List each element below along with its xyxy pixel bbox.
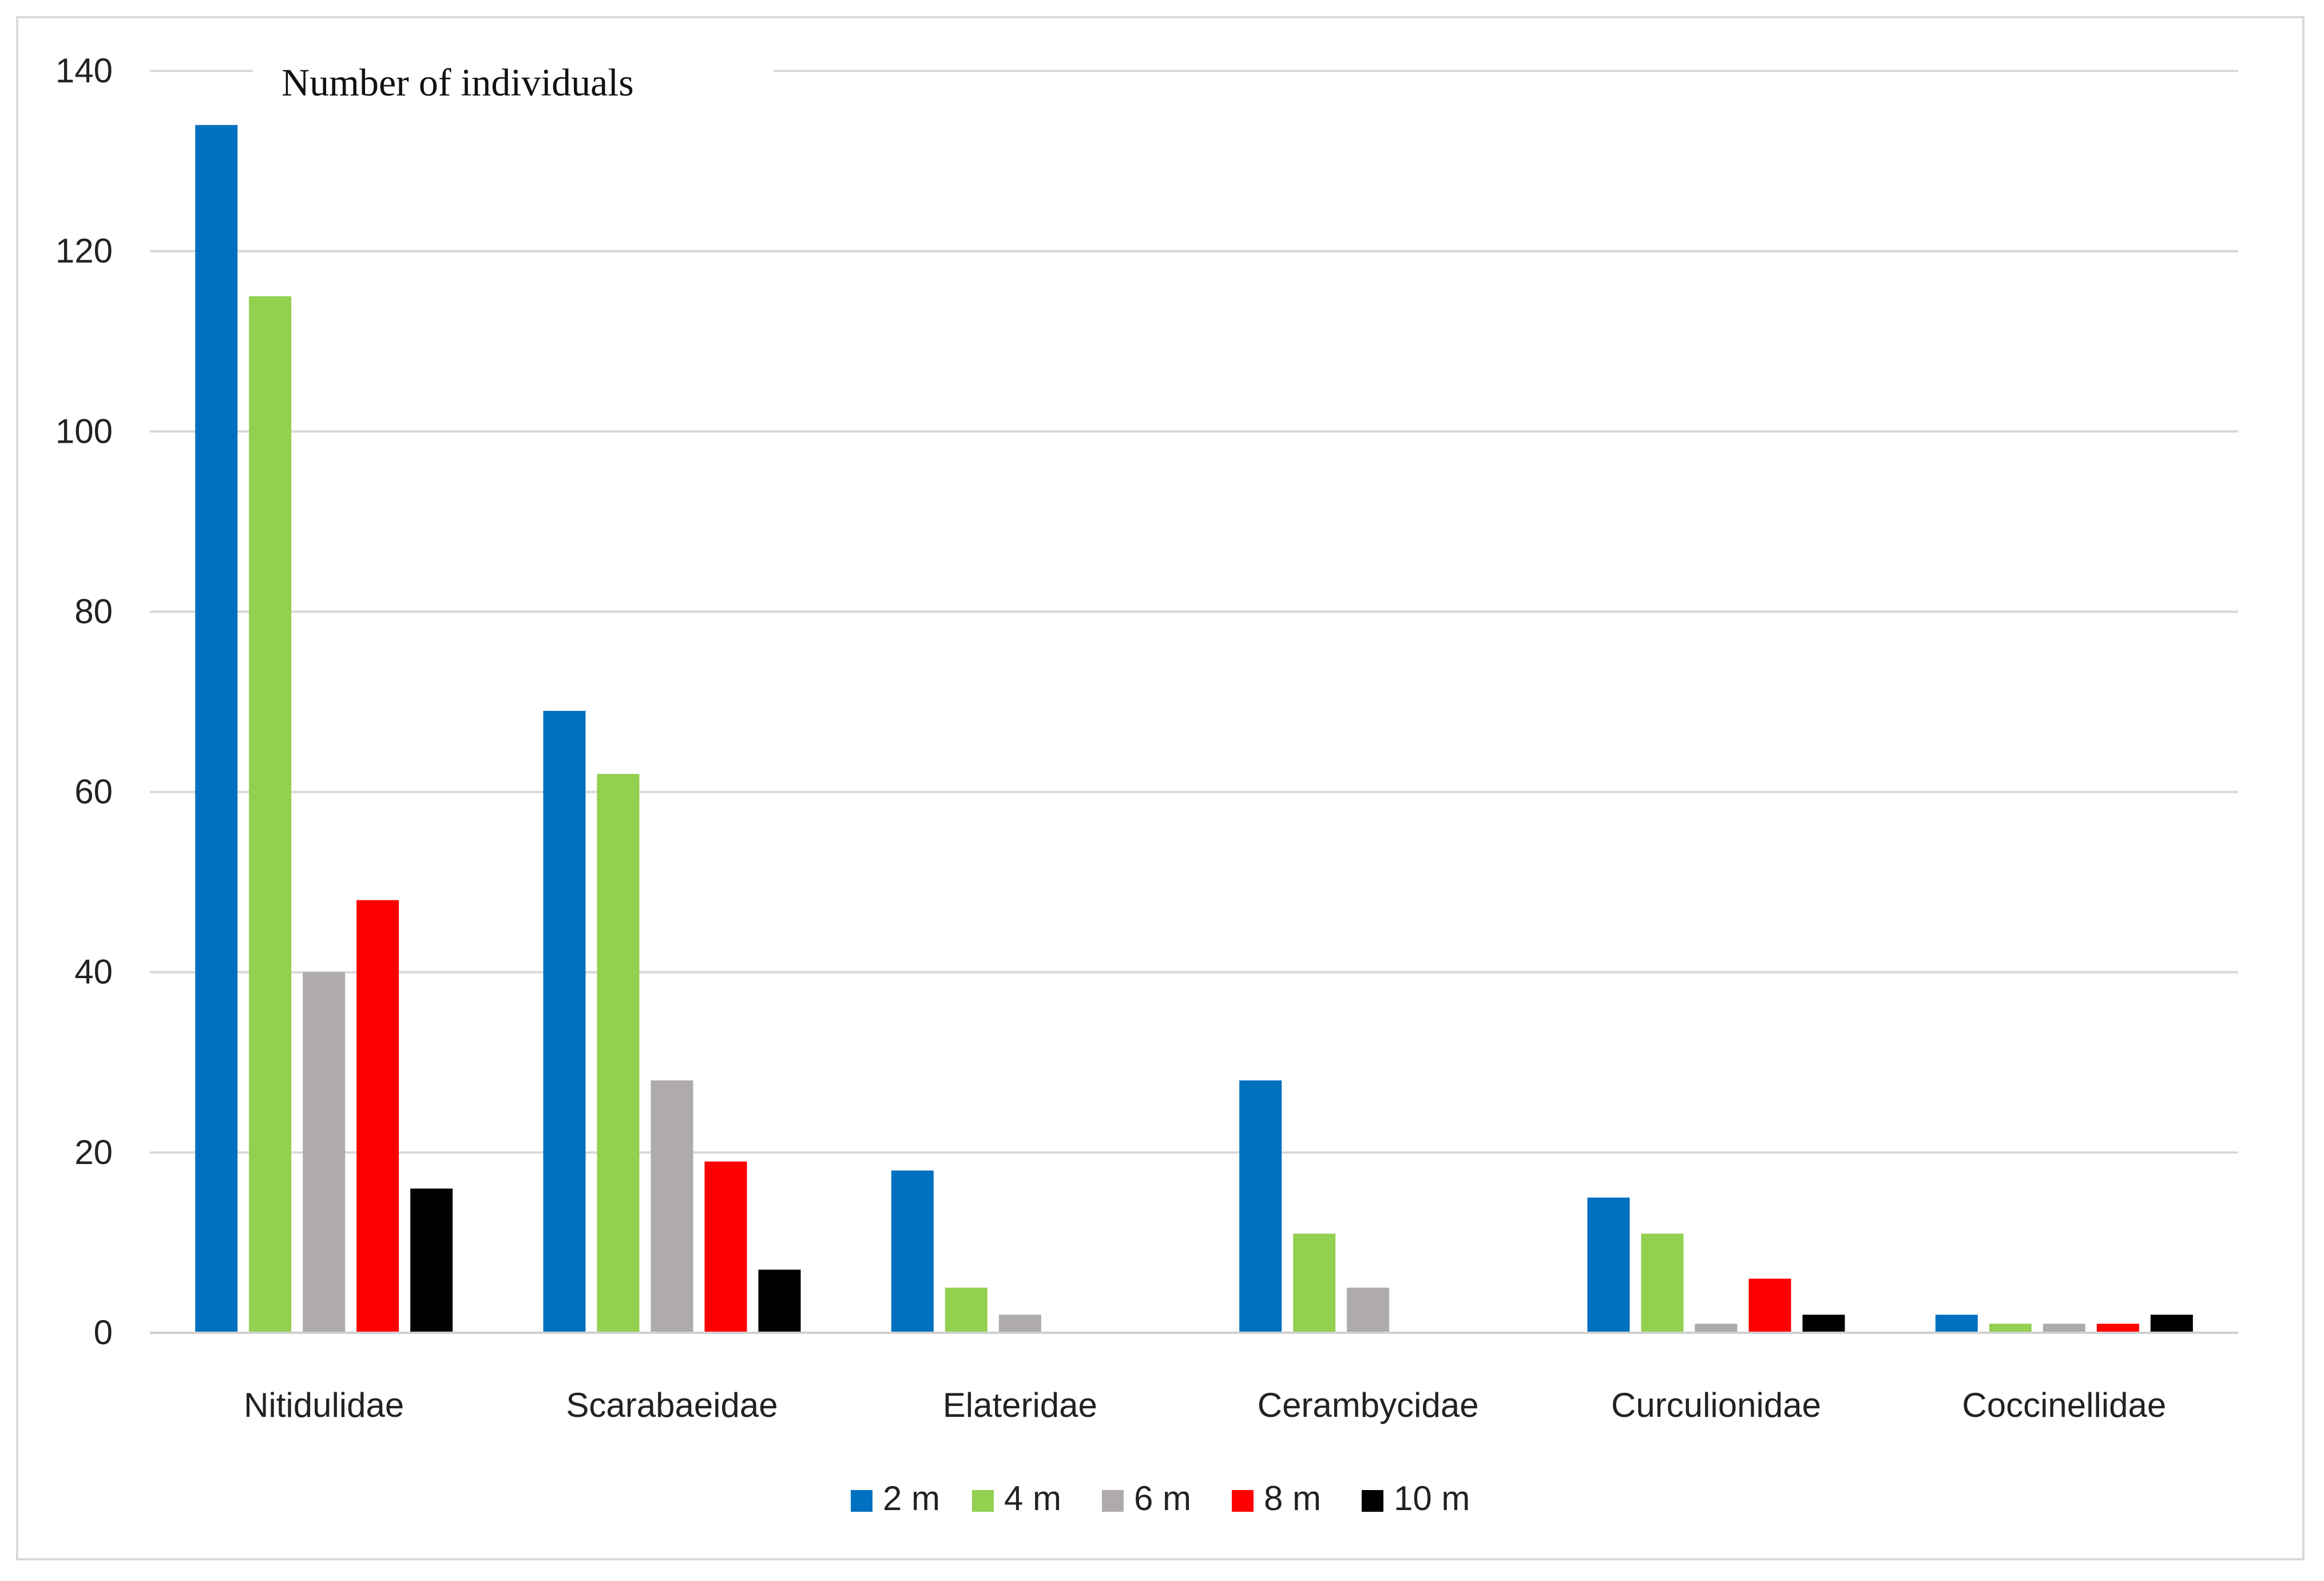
- legend-swatch: [851, 1490, 873, 1512]
- bar-8m-nitidulidae: [356, 900, 399, 1333]
- bar-6m-curculionidae: [1695, 1324, 1738, 1333]
- chart-frame: 0 20 40 60 80 100 120 140 Number of individuals…: [16, 16, 2305, 1560]
- x-category-label: Coccinellidae: [1962, 1386, 2166, 1424]
- y-tick-label: 40: [74, 953, 113, 991]
- legend-swatch: [1102, 1490, 1124, 1512]
- bar-6m-scarabaeidae: [651, 1080, 693, 1333]
- bar-4m-coccinellidae: [1989, 1324, 2032, 1333]
- x-axis-categories: Nitidulidae Scarabaeidae Elateridae Ceramby…: [244, 1386, 2166, 1424]
- y-tick-label: 0: [94, 1313, 113, 1352]
- legend-label: 6 m: [1134, 1479, 1191, 1518]
- legend-swatch: [972, 1490, 994, 1512]
- y-tick-label: 20: [74, 1133, 113, 1171]
- bar-4m-curculionidae: [1641, 1233, 1684, 1333]
- legend-swatch: [1362, 1490, 1383, 1512]
- bar-10m-nitidulidae: [410, 1188, 453, 1333]
- bar-8m-coccinellidae: [2096, 1324, 2139, 1333]
- y-axis-ticks: 0 20 40 60 80 100 120 140: [55, 51, 113, 1352]
- bar-2m-coccinellidae: [1935, 1314, 1978, 1333]
- x-category-label: Nitidulidae: [244, 1386, 404, 1424]
- bar-6m-cerambycidae: [1347, 1288, 1390, 1333]
- y-axis-title-background: [253, 53, 774, 121]
- legend-label: 10 m: [1394, 1479, 1470, 1518]
- bar-2m-curculionidae: [1587, 1197, 1630, 1333]
- legend-label: 8 m: [1264, 1479, 1321, 1518]
- legend-swatch: [1232, 1490, 1254, 1512]
- bars: [195, 125, 2193, 1333]
- bar-6m-coccinellidae: [2043, 1324, 2085, 1333]
- bar-2m-elateridae: [891, 1170, 934, 1333]
- legend: 2 m 4 m 6 m 8 m 10 m: [851, 1479, 1470, 1518]
- legend-label: 2 m: [883, 1479, 940, 1518]
- bar-8m-curculionidae: [1748, 1278, 1791, 1333]
- y-axis-title: Number of individuals: [281, 61, 634, 104]
- x-category-label: Scarabaeidae: [566, 1386, 778, 1424]
- bar-4m-elateridae: [945, 1288, 987, 1333]
- bar-6m-elateridae: [998, 1314, 1041, 1333]
- bar-2m-scarabaeidae: [543, 710, 586, 1333]
- gridlines: [150, 70, 2238, 1154]
- bar-10m-coccinellidae: [2150, 1314, 2193, 1333]
- y-tick-label: 60: [74, 773, 113, 811]
- bar-10m-scarabaeidae: [758, 1269, 801, 1333]
- bar-8m-scarabaeidae: [704, 1161, 747, 1333]
- legend-label: 4 m: [1004, 1479, 1061, 1518]
- x-category-label: Curculionidae: [1611, 1386, 1821, 1424]
- y-tick-label: 80: [74, 592, 113, 630]
- bar-2m-nitidulidae: [195, 125, 238, 1333]
- bar-4m-nitidulidae: [249, 296, 292, 1333]
- bar-10m-curculionidae: [1802, 1314, 1845, 1333]
- bar-4m-scarabaeidae: [597, 774, 640, 1333]
- bar-4m-cerambycidae: [1293, 1233, 1336, 1333]
- bar-chart: 0 20 40 60 80 100 120 140 Number of individuals…: [55, 51, 2238, 1518]
- bar-2m-cerambycidae: [1239, 1080, 1282, 1333]
- bar-6m-nitidulidae: [303, 972, 346, 1333]
- y-tick-label: 100: [55, 412, 113, 450]
- y-tick-label: 120: [55, 232, 113, 270]
- y-tick-label: 140: [55, 51, 113, 90]
- x-category-label: Cerambycidae: [1258, 1386, 1479, 1424]
- x-category-label: Elateridae: [943, 1386, 1097, 1424]
